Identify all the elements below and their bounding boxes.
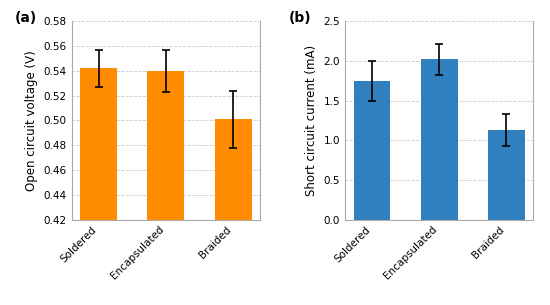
Bar (421, 59, 458, 220)
Text: (b): (b) (288, 11, 311, 25)
Y-axis label: Open circuit voltage (V): Open circuit voltage (V) (25, 50, 38, 191)
Bar (214, 119, 251, 305)
Bar (80, 68, 117, 305)
Bar (488, 130, 525, 220)
Bar (147, 71, 184, 305)
Y-axis label: Short circuit current (mA): Short circuit current (mA) (305, 45, 318, 196)
Bar (354, 81, 390, 220)
Text: (a): (a) (15, 11, 37, 25)
